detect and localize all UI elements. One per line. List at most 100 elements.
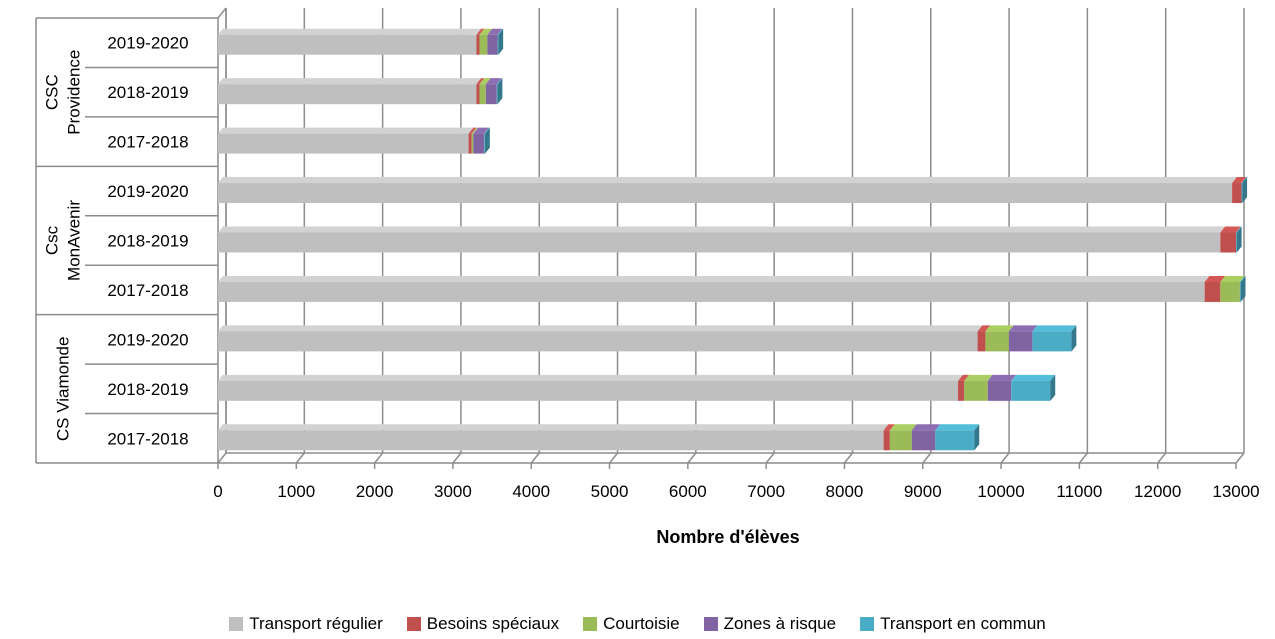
bar-segment-top bbox=[935, 424, 980, 431]
bar-segment-top bbox=[985, 325, 1014, 332]
gridline-floor bbox=[374, 452, 384, 464]
category-label: 2018-2019 bbox=[107, 380, 188, 399]
bar-segment-top bbox=[911, 424, 941, 431]
legend-item: Transport en commun bbox=[860, 614, 1046, 634]
bar-segment-top bbox=[977, 325, 991, 332]
x-tick-label: 6000 bbox=[669, 482, 707, 501]
bar-segment bbox=[218, 34, 477, 55]
bar-segment bbox=[471, 133, 474, 154]
x-tick-label: 0 bbox=[213, 482, 222, 501]
group-label: CS Viamonde bbox=[54, 337, 73, 442]
bar-end-face bbox=[498, 28, 504, 55]
bar-segment-top bbox=[1241, 177, 1248, 184]
bar-segment-top bbox=[218, 28, 482, 35]
x-tick-label: 4000 bbox=[512, 482, 550, 501]
bar-segment bbox=[496, 84, 498, 105]
category-label: 2017-2018 bbox=[107, 429, 188, 448]
bar-segment-top bbox=[1204, 275, 1226, 282]
category-label: 2018-2019 bbox=[107, 232, 188, 251]
gridline-floor bbox=[1235, 452, 1245, 464]
bar-segment bbox=[218, 183, 1233, 204]
bar-segment-top bbox=[468, 127, 477, 134]
category-label: 2019-2020 bbox=[107, 182, 188, 201]
bar-segment bbox=[218, 232, 1221, 253]
bar-end-face bbox=[1240, 275, 1246, 302]
bar-segment-top bbox=[218, 177, 1237, 184]
gridline-floor bbox=[1157, 452, 1167, 464]
category-label: 2019-2020 bbox=[107, 330, 188, 349]
bar-segment bbox=[485, 84, 497, 105]
x-tick-label: 12000 bbox=[1134, 482, 1181, 501]
bar-end-face bbox=[1242, 177, 1248, 204]
legend-label: Transport en commun bbox=[880, 614, 1046, 633]
bar-segment bbox=[218, 281, 1205, 302]
bar-segment bbox=[218, 133, 469, 154]
gridline-floor bbox=[687, 452, 697, 464]
x-tick-label: 2000 bbox=[356, 482, 394, 501]
bar-segment bbox=[985, 331, 1009, 352]
category-label: 2017-2018 bbox=[107, 133, 188, 152]
category-label: 2019-2020 bbox=[107, 34, 188, 53]
bars bbox=[218, 28, 1248, 451]
bar-segment bbox=[1220, 281, 1240, 302]
legend-label: Courtoisie bbox=[603, 614, 680, 633]
group-label-line: MonAvenir bbox=[65, 200, 84, 281]
bar-segment bbox=[487, 34, 498, 55]
bar-segment-top bbox=[987, 374, 1017, 381]
side-wall-top bbox=[217, 7, 227, 19]
x-tick-label: 11000 bbox=[1056, 482, 1102, 501]
bar-segment-top bbox=[473, 127, 490, 134]
gridline-floor bbox=[608, 452, 619, 464]
x-tick-label: 8000 bbox=[826, 482, 864, 501]
legend-item: Transport régulier bbox=[229, 614, 383, 634]
bar-end-face bbox=[1071, 325, 1077, 352]
bar-end-face bbox=[1050, 374, 1056, 401]
bar-segment bbox=[987, 380, 1012, 401]
bar-segment-top bbox=[487, 28, 503, 35]
bar-segment bbox=[476, 84, 480, 105]
bar-segment bbox=[1220, 232, 1236, 253]
bar-segment-top bbox=[218, 275, 1210, 282]
gridline-floor bbox=[765, 452, 775, 464]
group-label-line: Csc bbox=[43, 225, 62, 255]
bar-segment-top bbox=[1008, 325, 1038, 332]
bar-segment-top bbox=[889, 424, 917, 431]
bar-segment bbox=[1204, 281, 1221, 302]
stacked-bar-chart: CSC Providence 2019-2020 2018-2019 2017-2018… bbox=[35, 7, 1260, 547]
bar-segment-top bbox=[218, 226, 1226, 233]
bar-segment-top bbox=[1032, 325, 1077, 332]
bar-segment bbox=[218, 380, 959, 401]
gridline-floor bbox=[843, 452, 854, 464]
bar-segment-top bbox=[218, 127, 474, 134]
bar-segment-top bbox=[1239, 275, 1246, 282]
legend-swatch bbox=[703, 617, 718, 631]
bar-segment bbox=[977, 331, 986, 352]
bar-segment bbox=[911, 430, 936, 451]
group-label-line: CSC bbox=[43, 74, 62, 110]
x-axis-title: Nombre d'élèves bbox=[656, 527, 799, 547]
bar-segment bbox=[497, 34, 499, 55]
bar-end-face bbox=[974, 424, 980, 451]
legend-swatch bbox=[583, 617, 598, 631]
bar-segment bbox=[1239, 281, 1241, 302]
bar-segment bbox=[484, 133, 486, 154]
legend-swatch bbox=[406, 617, 421, 631]
bar-segment-top bbox=[218, 78, 482, 85]
bar-segment bbox=[476, 34, 480, 55]
bar-segment bbox=[935, 430, 975, 451]
bar-segment bbox=[1236, 232, 1237, 253]
x-tick-label: 7000 bbox=[747, 482, 785, 501]
gridline-floor bbox=[295, 452, 305, 464]
bar-segment-top bbox=[964, 374, 993, 381]
bar-segment bbox=[1008, 331, 1033, 352]
bar-segment-top bbox=[485, 78, 502, 85]
bar-segment-top bbox=[479, 78, 491, 85]
bar-segment-top bbox=[476, 78, 485, 85]
group-label-line: Providence bbox=[65, 50, 84, 135]
bar-segment bbox=[218, 84, 477, 105]
x-tick-labels: 0 1000 2000 3000 4000 5000 6000 7000 8000 9000 100… bbox=[213, 482, 1259, 501]
gridline-floor bbox=[1078, 452, 1088, 464]
bar-segment bbox=[218, 331, 978, 352]
gridline-floor bbox=[922, 452, 932, 464]
bar-segment bbox=[473, 133, 485, 154]
